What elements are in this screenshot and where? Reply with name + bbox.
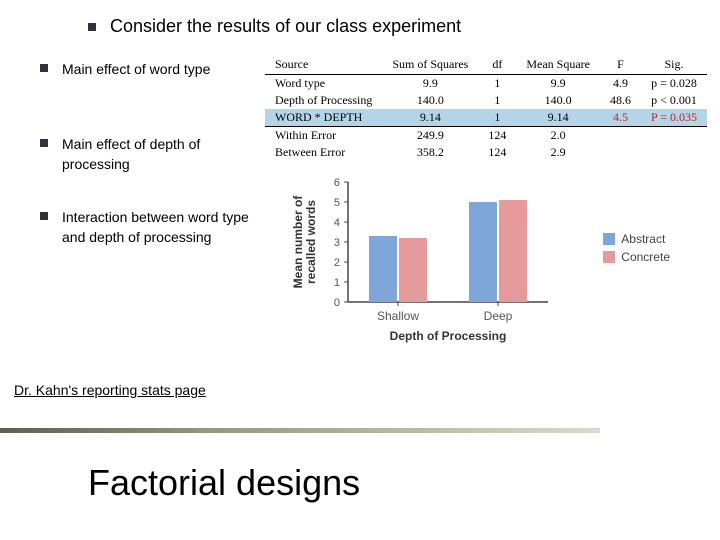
anova-cell: 249.9 [382,127,478,145]
anova-cell: 140.0 [382,92,478,109]
divider-gradient [0,428,600,433]
anova-h-sig: Sig. [641,56,707,75]
anova-cell: 2.9 [516,144,600,161]
svg-text:4: 4 [334,217,340,229]
chart-legend: Abstract Concrete [603,232,670,268]
header-text: Consider the results of our class experi… [110,16,461,37]
svg-text:recalled words: recalled words [304,200,318,284]
square-bullet-icon [88,23,96,31]
svg-text:3: 3 [334,237,340,249]
anova-cell: 124 [478,127,516,145]
anova-h-source: Source [265,56,382,75]
anova-row: Depth of Processing140.01140.048.6p < 0.… [265,92,707,109]
anova-cell: 140.0 [516,92,600,109]
legend-abstract: Abstract [603,232,670,246]
anova-cell [600,127,641,145]
bullet-interaction: Interaction between word type and depth … [40,208,260,247]
bar-chart: 0 1 2 3 4 5 6 Mean number ofrecalled words Shall… [290,172,670,352]
anova-cell: p < 0.001 [641,92,707,109]
svg-text:Deep: Deep [484,309,513,323]
reporting-stats-link[interactable]: Dr. Kahn's reporting stats page [14,382,206,398]
legend-concrete: Concrete [603,250,670,264]
anova-row: Between Error358.21242.9 [265,144,707,161]
anova-cell [600,144,641,161]
square-bullet-icon [40,64,48,72]
anova-cell: 4.9 [600,75,641,93]
svg-text:5: 5 [334,197,340,209]
legend-swatch-icon [603,251,615,263]
svg-text:Depth of Processing: Depth of Processing [390,329,507,343]
svg-text:0: 0 [334,297,340,309]
bullet-depth: Main effect of depth of processing [40,135,260,174]
anova-cell: Word type [265,75,382,93]
anova-cell: 1 [478,92,516,109]
anova-cell: 124 [478,144,516,161]
anova-cell: Depth of Processing [265,92,382,109]
anova-row: Within Error249.91242.0 [265,127,707,145]
anova-h-f: F [600,56,641,75]
anova-table: Source Sum of Squares df Mean Square F S… [265,56,707,161]
square-bullet-icon [40,139,48,147]
anova-cell: 9.14 [382,109,478,127]
legend-label: Abstract [621,232,665,246]
anova-cell: 4.5 [600,109,641,127]
svg-text:2: 2 [334,257,340,269]
anova-cell: P = 0.035 [641,109,707,127]
svg-text:Shallow: Shallow [377,309,419,323]
anova-cell: 9.14 [516,109,600,127]
legend-swatch-icon [603,233,615,245]
legend-label: Concrete [621,250,670,264]
bullet-text: Interaction between word type and depth … [62,208,260,247]
anova-cell: 2.0 [516,127,600,145]
anova-header-row: Source Sum of Squares df Mean Square F S… [265,56,707,75]
anova-cell: 1 [478,109,516,127]
anova-row: Word type9.919.94.9p = 0.028 [265,75,707,93]
anova-cell [641,127,707,145]
anova-cell: p = 0.028 [641,75,707,93]
bullet-text: Main effect of depth of processing [62,135,260,174]
anova-cell [641,144,707,161]
svg-text:1: 1 [334,277,340,289]
anova-row: WORD * DEPTH9.1419.144.5P = 0.035 [265,109,707,127]
anova-cell: Within Error [265,127,382,145]
anova-cell: Between Error [265,144,382,161]
anova-h-ms: Mean Square [516,56,600,75]
anova-h-df: df [478,56,516,75]
anova-cell: 48.6 [600,92,641,109]
bullet-text: Main effect of word type [62,60,210,80]
anova-cell: 1 [478,75,516,93]
svg-text:Mean number of: Mean number of [291,195,305,289]
anova-cell: 358.2 [382,144,478,161]
section-title: Factorial designs [88,462,360,504]
svg-text:6: 6 [334,177,340,189]
anova-cell: 9.9 [382,75,478,93]
anova-cell: WORD * DEPTH [265,109,382,127]
section-divider [0,428,720,433]
bullet-word-type: Main effect of word type [40,60,210,80]
square-bullet-icon [40,212,48,220]
anova-h-ss: Sum of Squares [382,56,478,75]
header-bullet: Consider the results of our class experi… [88,16,461,37]
anova-cell: 9.9 [516,75,600,93]
